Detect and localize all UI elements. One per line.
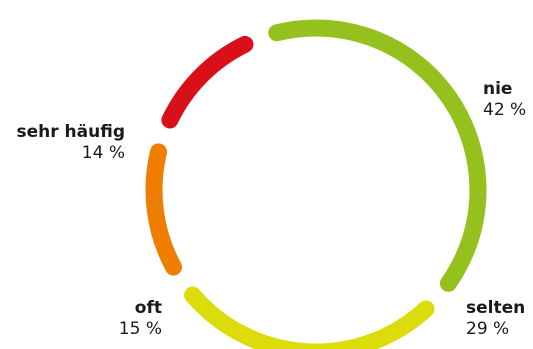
slice-label-oft: oft 15 %: [119, 298, 162, 340]
slice-arc-nie: [268, 19, 487, 292]
donut-slices: [145, 19, 487, 349]
slice-value-selten: 29 %: [466, 319, 510, 339]
slice-label-selten: selten 29 %: [466, 298, 525, 340]
slice-value-nie: 42 %: [483, 100, 527, 120]
slice-name-selten: selten: [466, 298, 526, 318]
slice-label-nie: nie 42 %: [483, 79, 526, 121]
slice-name-sehr-haeufig: sehr häufig: [16, 122, 126, 142]
slice-arc-selten: [184, 286, 435, 349]
slice-value-sehr-haeufig: 14 %: [81, 143, 125, 163]
slice-arc-sehr-haeufig: [161, 35, 254, 129]
slice-label-sehr-haeufig: sehr häufig 14 %: [17, 122, 126, 164]
slice-value-oft: 15 %: [118, 319, 162, 339]
slice-name-oft: oft: [134, 298, 162, 318]
slice-arc-oft: [145, 143, 182, 276]
slice-name-nie: nie: [483, 79, 513, 99]
